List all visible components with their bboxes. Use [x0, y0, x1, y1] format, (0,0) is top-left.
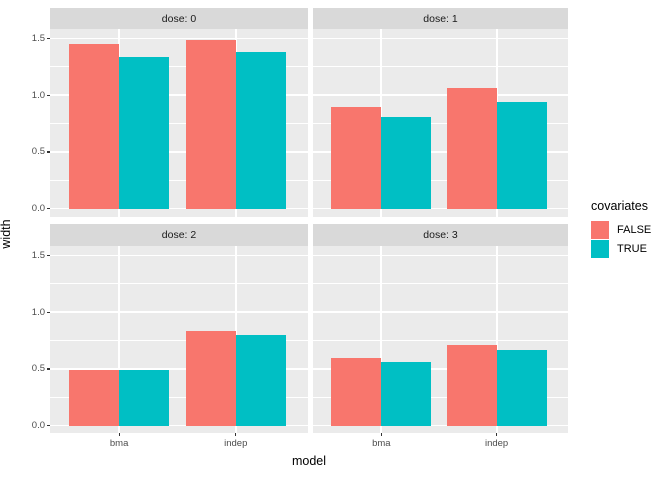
- facet-panel: [313, 246, 568, 433]
- legend-label-false: FALSE: [617, 223, 652, 236]
- major-gridline: [313, 207, 568, 210]
- x-axis-tick: [118, 433, 120, 436]
- major-gridline: [313, 37, 568, 40]
- bar-dose-3-indep-true: [496, 349, 547, 426]
- minor-gridline: [313, 123, 568, 125]
- major-gridline: [50, 311, 308, 313]
- bar-dose-2-bma-true: [119, 369, 170, 426]
- y-tick-label: 0.5: [31, 146, 45, 158]
- y-axis-tick: [46, 151, 50, 153]
- x-tick-label: bma: [109, 438, 129, 449]
- minor-gridline: [313, 396, 568, 398]
- major-gridline-x: [380, 246, 383, 433]
- bar-dose-3-bma-true: [381, 362, 432, 426]
- y-tick-label: 0.0: [31, 420, 45, 431]
- minor-gridline: [50, 283, 308, 285]
- y-axis-tick: [46, 255, 50, 257]
- y-axis-tick: [46, 368, 50, 370]
- x-axis-tick: [235, 433, 237, 436]
- legend-key-false-swatch: [591, 220, 609, 239]
- major-gridline: [313, 368, 568, 370]
- minor-gridline: [313, 340, 568, 342]
- minor-gridline: [50, 340, 308, 342]
- major-gridline: [50, 37, 308, 40]
- major-gridline: [313, 311, 568, 313]
- bar-dose-1-indep-true: [496, 102, 547, 209]
- facet-panel: [313, 29, 568, 217]
- bar-dose-0-bma-true: [119, 56, 170, 209]
- bar-dose-0-indep-false: [185, 39, 236, 209]
- y-axis-tick: [46, 425, 50, 427]
- y-axis-tick: [46, 94, 50, 96]
- legend-key-true-swatch: [591, 239, 609, 258]
- legend-entry-false: FALSE: [591, 220, 651, 239]
- facet-panel: [50, 246, 308, 433]
- minor-gridline: [50, 66, 308, 68]
- bar-dose-1-bma-false: [331, 106, 382, 209]
- bar-dose-0-indep-true: [235, 52, 286, 209]
- major-gridline: [313, 254, 568, 257]
- legend: covariates FALSE TRUE: [591, 199, 651, 258]
- minor-gridline: [313, 66, 568, 68]
- major-gridline: [50, 254, 308, 257]
- facet-panel: [50, 29, 308, 217]
- major-gridline: [50, 424, 308, 427]
- y-tick-label: 1.5: [31, 33, 45, 45]
- y-axis-title: width: [0, 219, 13, 249]
- major-gridline: [313, 94, 568, 96]
- bar-dose-2-bma-false: [69, 369, 120, 426]
- major-gridline: [50, 151, 308, 153]
- x-tick-label: indep: [224, 438, 248, 449]
- x-axis-title: model: [291, 454, 327, 468]
- y-tick-label: 0.5: [31, 363, 45, 375]
- major-gridline: [50, 207, 308, 210]
- x-axis-tick: [496, 433, 498, 436]
- facet-strip: dose: 1: [313, 8, 568, 29]
- y-tick-label: 0.0: [31, 203, 45, 214]
- major-gridline-x: [118, 246, 121, 433]
- y-axis-tick: [46, 208, 50, 210]
- bar-dose-3-indep-false: [446, 345, 497, 426]
- minor-gridline: [313, 179, 568, 181]
- minor-gridline: [50, 396, 308, 398]
- bar-dose-2-indep-true: [235, 334, 286, 426]
- minor-gridline: [50, 123, 308, 125]
- minor-gridline: [50, 179, 308, 181]
- legend-entry-true: TRUE: [591, 239, 651, 258]
- major-gridline: [313, 424, 568, 427]
- x-tick-label: bma: [372, 438, 391, 449]
- x-tick-label: indep: [484, 438, 509, 449]
- major-gridline: [50, 368, 308, 370]
- minor-gridline: [313, 283, 568, 285]
- y-axis-tick: [46, 311, 50, 313]
- bar-dose-3-bma-false: [331, 357, 382, 426]
- bar-dose-2-indep-false: [185, 331, 236, 426]
- x-axis-tick: [380, 433, 382, 436]
- bar-dose-0-bma-false: [69, 44, 120, 209]
- bar-dose-1-bma-true: [381, 116, 432, 209]
- legend-title: covariates: [591, 199, 648, 213]
- facet-strip: dose: 0: [50, 8, 308, 29]
- y-tick-label: 1.0: [31, 306, 45, 318]
- major-gridline: [313, 151, 568, 153]
- bar-dose-1-indep-false: [446, 88, 497, 209]
- facet-strip: dose: 3: [313, 224, 568, 246]
- legend-label-true: TRUE: [617, 242, 647, 255]
- y-tick-label: 1.0: [31, 89, 45, 101]
- y-axis-tick: [46, 38, 50, 40]
- facet-strip: dose: 2: [50, 224, 308, 246]
- major-gridline: [50, 94, 308, 96]
- major-gridline-x: [495, 246, 498, 433]
- y-tick-label: 1.5: [31, 250, 45, 262]
